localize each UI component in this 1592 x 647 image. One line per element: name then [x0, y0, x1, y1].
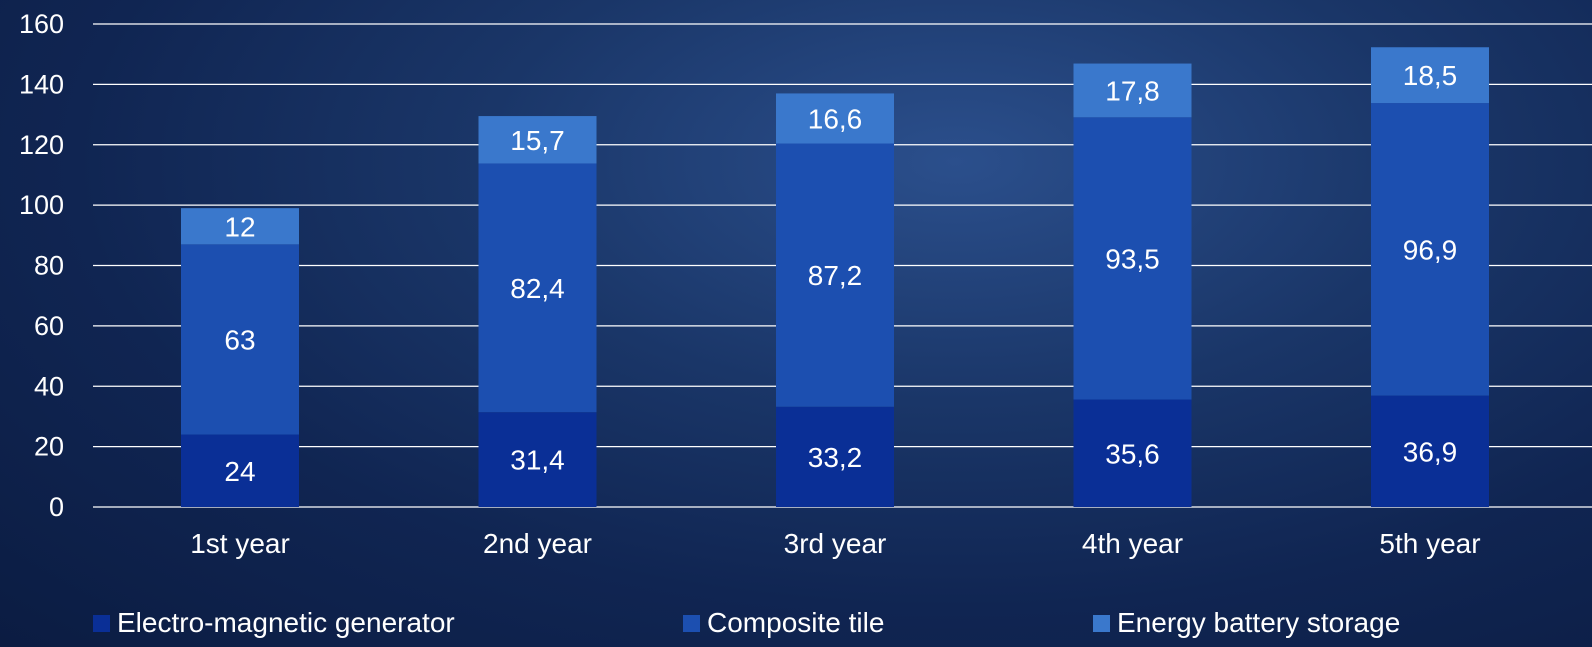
- x-tick-label: 5th year: [1379, 528, 1480, 559]
- legend-label: Composite tile: [707, 607, 884, 638]
- legend-label: Energy battery storage: [1117, 607, 1400, 638]
- y-tick-label: 0: [49, 492, 64, 522]
- bar-value-label: 12: [224, 211, 255, 242]
- legend-swatch: [93, 615, 110, 632]
- bar-segment: [181, 434, 299, 507]
- bar-value-label: 33,2: [808, 442, 863, 473]
- bar-value-label: 36,9: [1403, 436, 1458, 467]
- bar-segment: [181, 208, 299, 245]
- bar-value-label: 82,4: [510, 273, 565, 304]
- bar-segment: [776, 406, 894, 507]
- bar-segment: [776, 143, 894, 407]
- bar-segment: [478, 412, 597, 507]
- legend-swatch: [1093, 615, 1110, 632]
- legend-label: Electro-magnetic generator: [117, 607, 455, 638]
- bar-segment: [181, 244, 299, 435]
- x-axis-category-labels: 1st year 2nd year 3rd year 4th year 5th year: [190, 528, 1480, 559]
- bar-segment: [1073, 399, 1192, 507]
- bar-segment: [1371, 395, 1489, 507]
- bar-segment: [1073, 117, 1192, 400]
- y-tick-label: 40: [34, 371, 64, 401]
- bar-segment: [1371, 47, 1489, 104]
- bar-value-label: 96,9: [1403, 234, 1458, 265]
- bar-data-labels: 24 63 12 31,4 82,4 15,7 33,2 87,2 16,6 35,6 93,5 17…: [224, 60, 1457, 487]
- bar-value-label: 35,6: [1105, 438, 1160, 469]
- bar-segment: [1371, 103, 1489, 396]
- bar-value-label: 17,8: [1105, 75, 1160, 106]
- bar-value-label: 18,5: [1403, 60, 1458, 91]
- bar-value-label: 15,7: [510, 125, 565, 156]
- bar-value-label: 31,4: [510, 445, 565, 476]
- y-tick-label: 80: [34, 251, 64, 281]
- bar-value-label: 87,2: [808, 260, 863, 291]
- bar-segment: [776, 93, 894, 144]
- bar-value-label: 16,6: [808, 103, 863, 134]
- x-tick-label: 2nd year: [483, 528, 592, 559]
- x-tick-label: 1st year: [190, 528, 290, 559]
- legend-swatch: [683, 615, 700, 632]
- y-tick-label: 20: [34, 432, 64, 462]
- y-tick-label: 100: [19, 190, 64, 220]
- bar-segment: [1073, 63, 1192, 118]
- bars: [181, 47, 1489, 507]
- bar-segment: [478, 163, 597, 413]
- legend: Electro-magnetic generator Composite tile…: [93, 607, 1400, 638]
- y-tick-label: 120: [19, 130, 64, 160]
- y-axis-tick-labels: 0 20 40 60 80 100 120 140 160: [19, 9, 64, 522]
- bar-segment: [478, 116, 597, 164]
- y-tick-label: 160: [19, 9, 64, 39]
- x-tick-label: 3rd year: [784, 528, 887, 559]
- x-tick-label: 4th year: [1082, 528, 1183, 559]
- y-tick-label: 60: [34, 311, 64, 341]
- bar-value-label: 93,5: [1105, 243, 1160, 274]
- bar-value-label: 24: [224, 456, 255, 487]
- bar-value-label: 63: [224, 324, 255, 355]
- y-tick-label: 140: [19, 69, 64, 99]
